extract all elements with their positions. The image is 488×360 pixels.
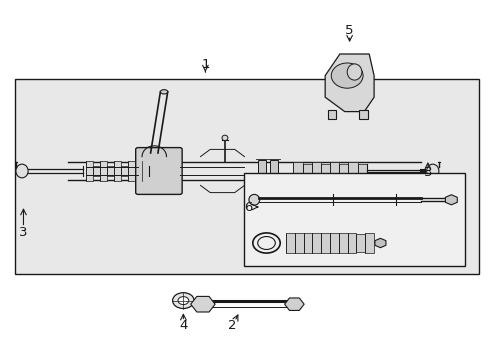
Text: 2: 2 <box>227 319 236 332</box>
Ellipse shape <box>331 63 362 88</box>
Bar <box>257 160 265 182</box>
Ellipse shape <box>160 90 167 94</box>
Bar <box>365 233 373 253</box>
Bar <box>356 234 365 252</box>
Bar <box>128 161 135 181</box>
Ellipse shape <box>248 194 259 205</box>
Bar <box>357 164 366 178</box>
Bar <box>359 110 367 119</box>
Ellipse shape <box>426 164 438 178</box>
Bar <box>121 166 128 176</box>
Bar <box>338 233 347 253</box>
Text: 5: 5 <box>345 24 353 37</box>
Bar <box>329 162 339 180</box>
Bar <box>92 166 100 176</box>
Bar <box>347 233 356 253</box>
Bar <box>311 162 320 180</box>
Bar <box>320 164 329 178</box>
Text: 3: 3 <box>19 226 28 239</box>
Bar <box>329 233 338 253</box>
Bar <box>303 233 312 253</box>
Bar <box>285 233 294 253</box>
Ellipse shape <box>16 164 28 178</box>
Bar <box>312 233 321 253</box>
Bar <box>15 79 478 274</box>
Bar <box>106 166 114 176</box>
Circle shape <box>178 297 188 305</box>
FancyBboxPatch shape <box>136 148 182 194</box>
Text: 3: 3 <box>423 166 431 179</box>
Bar <box>327 110 336 119</box>
Bar <box>114 161 121 181</box>
Bar <box>302 164 311 178</box>
Bar <box>294 233 303 253</box>
Bar <box>85 161 92 181</box>
Bar <box>321 233 329 253</box>
Bar <box>347 162 357 180</box>
Bar <box>244 173 464 266</box>
Bar <box>142 161 149 181</box>
Bar <box>293 162 302 180</box>
Text: 4: 4 <box>179 319 187 332</box>
Polygon shape <box>325 54 373 112</box>
Bar <box>339 164 348 178</box>
Text: 6: 6 <box>244 201 252 213</box>
Bar <box>100 161 106 181</box>
Ellipse shape <box>346 64 361 80</box>
Ellipse shape <box>222 135 227 140</box>
Circle shape <box>172 293 194 309</box>
Bar <box>269 160 277 182</box>
Text: 1: 1 <box>201 58 209 71</box>
Bar <box>135 166 142 176</box>
